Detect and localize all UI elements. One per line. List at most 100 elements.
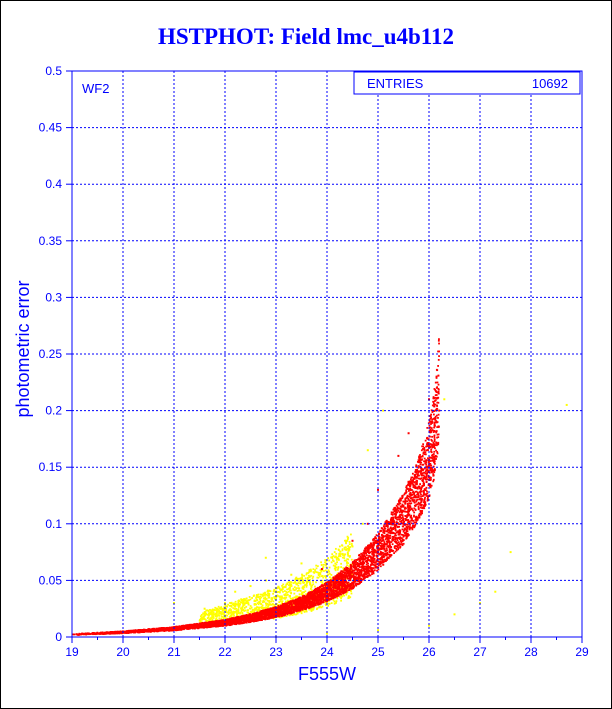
data-point [351, 573, 353, 576]
data-point [221, 609, 224, 612]
data-point [430, 423, 432, 425]
data-point [350, 592, 353, 595]
data-point [419, 506, 422, 509]
data-point [359, 569, 361, 572]
data-point [432, 480, 435, 483]
data-point [436, 436, 439, 439]
data-point [294, 580, 297, 583]
data-point [388, 548, 391, 550]
data-point [247, 609, 249, 612]
data-point [325, 564, 327, 567]
data-point [246, 599, 248, 602]
data-point [304, 599, 307, 602]
data-point [379, 544, 382, 547]
data-point [437, 443, 440, 446]
data-point [295, 588, 298, 590]
data-point [277, 590, 280, 593]
data-point [393, 510, 396, 513]
data-point [378, 553, 381, 556]
data-point [314, 570, 317, 573]
data-point [384, 535, 387, 537]
data-point [343, 539, 346, 542]
data-point [416, 503, 419, 506]
data-point [389, 555, 392, 558]
data-point [342, 586, 345, 589]
data-point [344, 572, 347, 574]
data-point [328, 591, 331, 594]
data-point [408, 507, 411, 510]
data-point [226, 605, 229, 608]
data-point [424, 478, 427, 481]
data-point [347, 588, 349, 590]
data-point [417, 505, 420, 508]
data-point [380, 562, 383, 564]
data-point [378, 547, 381, 550]
data-point [305, 585, 308, 588]
data-point [312, 580, 314, 583]
data-point [242, 608, 245, 611]
data-point [325, 576, 327, 579]
data-point [249, 598, 252, 601]
data-point [338, 584, 341, 587]
data-point [268, 594, 271, 596]
data-point [292, 597, 294, 600]
data-point [326, 586, 329, 589]
data-point [377, 629, 379, 632]
data-point [279, 588, 282, 591]
data-point [236, 603, 239, 606]
data-point [253, 611, 256, 614]
data-point [143, 629, 146, 632]
data-point [413, 477, 416, 480]
data-point [417, 465, 420, 467]
data-point [434, 418, 437, 421]
data-point [259, 609, 262, 612]
data-point [308, 574, 310, 577]
data-point [383, 523, 386, 526]
data-point [343, 567, 346, 570]
data-point [336, 597, 339, 600]
data-point [268, 601, 271, 604]
data-point [347, 547, 350, 550]
data-point [234, 605, 237, 608]
data-point [273, 596, 276, 598]
data-point [242, 604, 245, 606]
data-point [382, 409, 385, 412]
data-point [399, 513, 402, 516]
data-point [295, 607, 297, 610]
data-point [397, 503, 400, 506]
data-point [338, 545, 341, 548]
data-point [401, 494, 404, 497]
data-point [377, 544, 380, 547]
data-point [334, 592, 337, 595]
data-point [319, 601, 322, 604]
data-point [381, 555, 384, 558]
data-point [237, 601, 240, 604]
data-point [331, 592, 334, 595]
data-point [307, 591, 310, 594]
data-point [371, 562, 373, 565]
data-point [229, 611, 232, 614]
data-point [332, 560, 335, 563]
data-point [247, 613, 250, 615]
data-point [419, 490, 422, 492]
data-point [206, 609, 208, 612]
data-point [417, 501, 420, 504]
data-point [79, 633, 82, 636]
data-point [431, 439, 433, 442]
data-point [268, 596, 271, 599]
data-point [388, 534, 391, 537]
data-point [413, 484, 416, 487]
data-point [291, 607, 294, 610]
data-point [350, 563, 353, 566]
data-point [422, 478, 424, 481]
data-point [411, 499, 414, 501]
data-point [428, 429, 431, 432]
data-point [259, 595, 262, 598]
data-point [430, 438, 433, 441]
data-point [340, 590, 343, 592]
data-point [346, 561, 349, 564]
data-point [358, 568, 360, 571]
data-point [227, 618, 230, 621]
data-point [437, 365, 440, 367]
data-point [218, 612, 221, 615]
